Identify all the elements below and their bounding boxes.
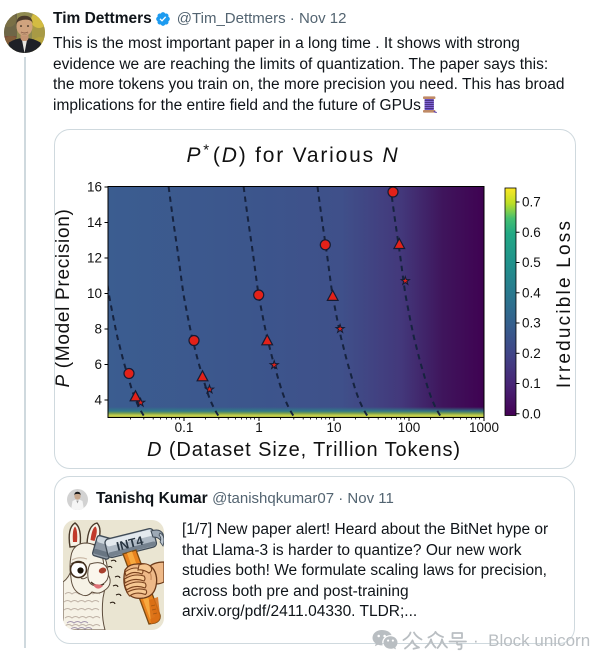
svg-text:0.7: 0.7 [522,195,541,210]
svg-text:0.4: 0.4 [522,286,541,301]
svg-text:10: 10 [326,420,341,435]
svg-text:Irreducible Loss: Irreducible Loss [554,219,575,388]
svg-text:1: 1 [255,420,263,435]
svg-text:10: 10 [87,286,102,301]
svg-text:0.2: 0.2 [522,346,541,361]
svg-text:16: 16 [87,180,102,195]
svg-text:D (Dataset Size, Trillion Toke: D (Dataset Size, Trillion Tokens) [147,439,461,461]
svg-text:P*(D) for Various N: P*(D) for Various N [186,142,399,168]
svg-text:INT4: INT4 [115,534,145,554]
svg-text:100: 100 [398,420,421,435]
svg-text:0.1: 0.1 [522,376,541,391]
svg-text:0.6: 0.6 [522,225,541,240]
svg-text:1000: 1000 [469,420,499,435]
svg-text:4: 4 [94,393,102,408]
svg-text:P (Model Precision): P (Model Precision) [55,208,74,387]
svg-text:0.0: 0.0 [522,407,541,422]
svg-text:8: 8 [94,322,102,337]
svg-text:0.3: 0.3 [522,316,541,331]
svg-text:0.5: 0.5 [522,255,541,270]
svg-text:12: 12 [87,251,102,266]
svg-text:14: 14 [87,215,103,230]
svg-text:6: 6 [94,357,102,372]
svg-text:0.1: 0.1 [175,420,194,435]
